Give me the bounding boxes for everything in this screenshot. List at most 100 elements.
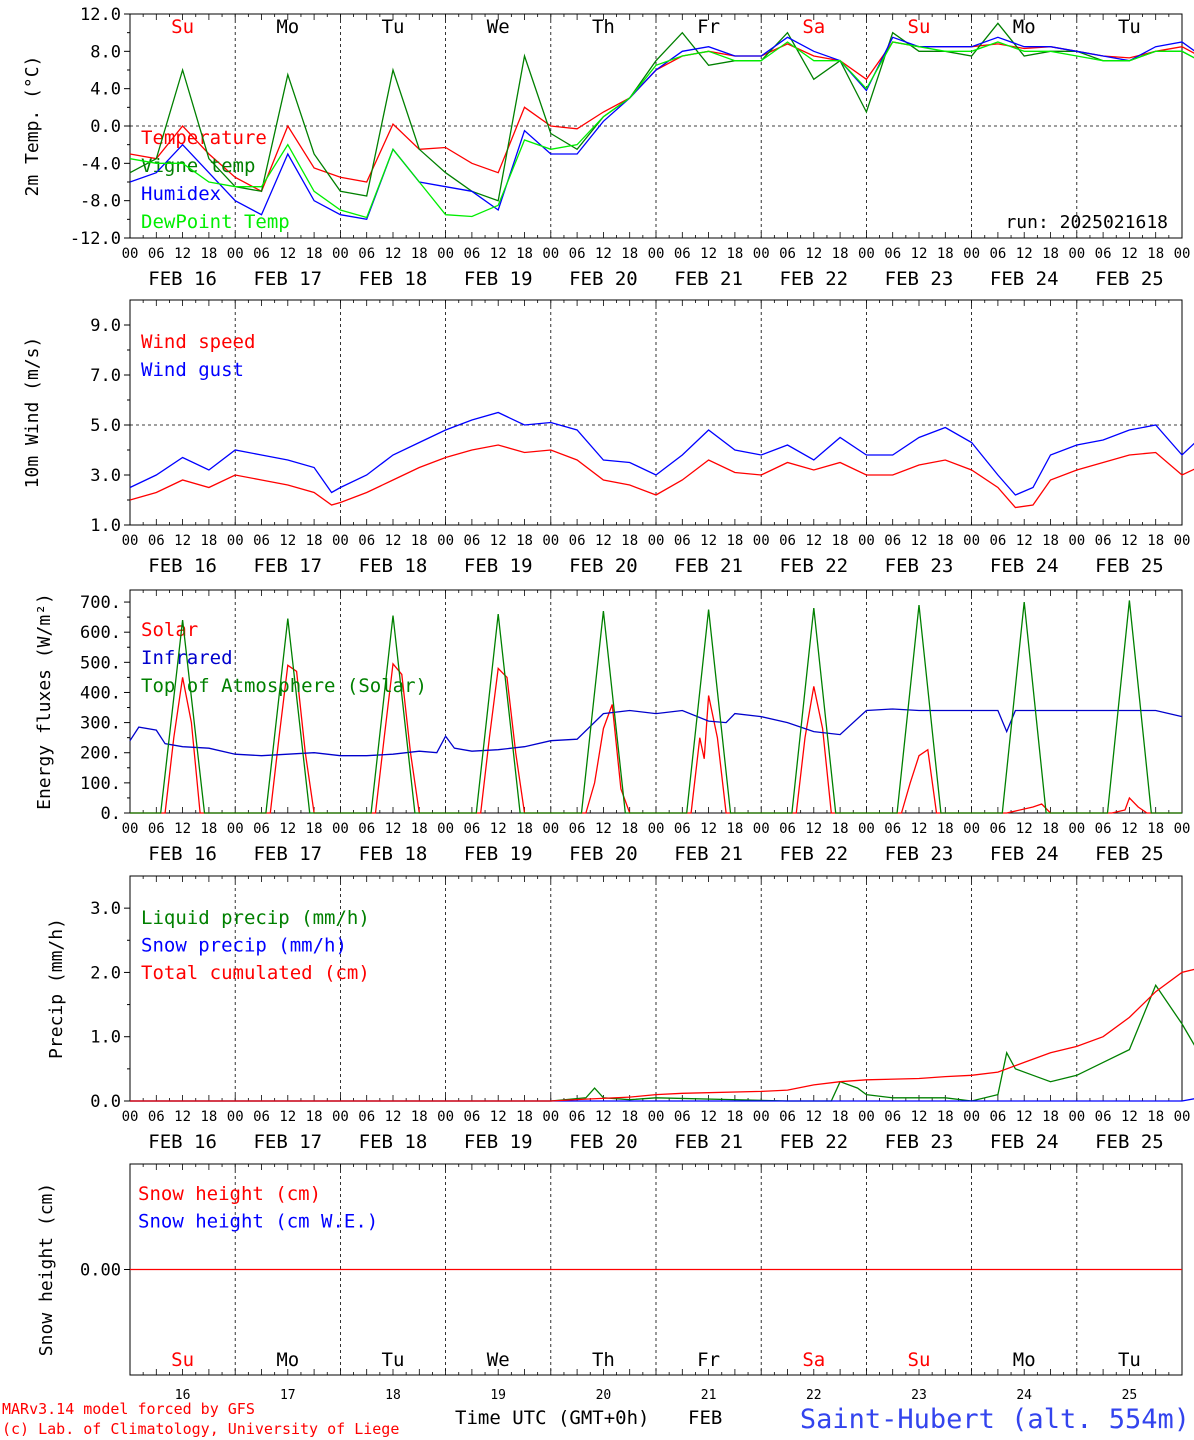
hour-tick-label: 12 bbox=[490, 533, 507, 549]
hour-tick-label: 12 bbox=[490, 1109, 507, 1125]
hour-tick-label: 12 bbox=[1121, 1109, 1138, 1125]
date-label: FEB 17 bbox=[253, 1131, 322, 1153]
date-label: FEB 23 bbox=[885, 268, 954, 290]
hour-tick-label: 18 bbox=[200, 246, 217, 262]
hour-tick-label: 12 bbox=[700, 1109, 717, 1125]
hour-tick-label: 18 bbox=[832, 246, 849, 262]
hour-tick-label: 06 bbox=[1095, 533, 1112, 549]
hour-tick-label: 06 bbox=[989, 821, 1006, 837]
hour-tick-label: 18 bbox=[516, 821, 533, 837]
y-tick-label: 0.0 bbox=[90, 117, 121, 137]
hour-tick-label: 18 bbox=[516, 533, 533, 549]
hour-tick-label: 06 bbox=[463, 533, 480, 549]
y-tick-label: 600. bbox=[80, 623, 121, 643]
date-label: FEB 19 bbox=[464, 1131, 533, 1153]
y-tick-label: 3.0 bbox=[90, 466, 121, 486]
legend-entry: DewPoint Temp bbox=[141, 211, 290, 233]
hour-tick-label: 12 bbox=[490, 246, 507, 262]
hour-tick-label: 18 bbox=[726, 533, 743, 549]
day-name-bottom: Mo bbox=[1013, 1349, 1036, 1371]
hour-tick-label: 18 bbox=[621, 1109, 638, 1125]
y-tick-label: 1.0 bbox=[90, 1028, 121, 1048]
hour-tick-label: 12 bbox=[805, 246, 822, 262]
hour-tick-label: 18 bbox=[621, 533, 638, 549]
hour-tick-label: 12 bbox=[174, 1109, 191, 1125]
date-label: FEB 22 bbox=[779, 555, 848, 577]
hour-tick-label: 18 bbox=[832, 821, 849, 837]
hour-tick-label: 06 bbox=[884, 821, 901, 837]
hour-tick-label: 00 bbox=[858, 1109, 875, 1125]
y-tick-label: 0.0 bbox=[90, 1092, 121, 1112]
y-tick-label: 0. bbox=[101, 804, 121, 824]
x-axis-label: Time UTC (GMT+0h) bbox=[455, 1407, 649, 1429]
y-tick-label: 7.0 bbox=[90, 366, 121, 386]
hour-tick-label: 18 bbox=[1042, 246, 1059, 262]
hour-tick-label: 06 bbox=[358, 1109, 375, 1125]
hour-tick-label: 06 bbox=[1095, 246, 1112, 262]
hour-tick-label: 00 bbox=[542, 246, 559, 262]
series-line bbox=[130, 600, 1182, 814]
hour-tick-label: 00 bbox=[1174, 246, 1191, 262]
hour-tick-label: 18 bbox=[937, 1109, 954, 1125]
panel-2: 9.0 7.0 5.0 3.0 1.0 10m Wind (m/s) Wind speed W… bbox=[22, 299, 1194, 577]
hour-tick-label: 06 bbox=[779, 533, 796, 549]
hour-tick-label: 00 bbox=[753, 821, 770, 837]
hour-tick-label: 06 bbox=[569, 533, 586, 549]
hour-tick-label: 12 bbox=[385, 246, 402, 262]
legend-entry: Total cumulated (cm) bbox=[141, 962, 370, 984]
hour-tick-label: 06 bbox=[148, 246, 165, 262]
date-label: FEB 18 bbox=[359, 843, 428, 865]
hour-tick-label: 12 bbox=[385, 821, 402, 837]
date-label: FEB 21 bbox=[674, 268, 743, 290]
hour-tick-label: 00 bbox=[963, 1109, 980, 1125]
hour-tick-label: 00 bbox=[437, 1109, 454, 1125]
hour-tick-label: 00 bbox=[1174, 1109, 1191, 1125]
hour-tick-label: 00 bbox=[122, 533, 139, 549]
date-label: FEB 16 bbox=[148, 1131, 217, 1153]
date-label: FEB 24 bbox=[990, 268, 1059, 290]
hour-tick-label: 06 bbox=[569, 246, 586, 262]
date-label: FEB 25 bbox=[1095, 843, 1164, 865]
date-label: FEB 16 bbox=[148, 555, 217, 577]
hour-tick-label: 12 bbox=[385, 533, 402, 549]
hour-tick-label: 00 bbox=[1174, 821, 1191, 837]
hour-tick-label: 06 bbox=[148, 1109, 165, 1125]
y-tick-label: -4.0 bbox=[80, 154, 121, 174]
hour-tick-label: 06 bbox=[989, 533, 1006, 549]
hour-tick-label: 12 bbox=[279, 246, 296, 262]
hour-tick-label: 06 bbox=[779, 1109, 796, 1125]
day-name-bottom: Tu bbox=[382, 1349, 405, 1371]
hour-tick-label: 06 bbox=[779, 246, 796, 262]
hour-tick-label: 12 bbox=[595, 821, 612, 837]
hour-tick-label: 12 bbox=[279, 821, 296, 837]
hour-tick-label: 18 bbox=[306, 533, 323, 549]
hour-tick-label: 12 bbox=[1016, 533, 1033, 549]
hour-tick-label: 18 bbox=[411, 821, 428, 837]
day-number: 25 bbox=[1122, 1388, 1138, 1403]
date-label: FEB 19 bbox=[464, 555, 533, 577]
date-label: FEB 24 bbox=[990, 555, 1059, 577]
panel-3: 700. 600. 500. 400. 300. 200. 100. 0. Energy flu… bbox=[34, 589, 1191, 865]
hour-tick-label: 18 bbox=[937, 533, 954, 549]
hour-tick-label: 12 bbox=[700, 533, 717, 549]
hour-tick-label: 00 bbox=[753, 1109, 770, 1125]
hour-tick-label: 00 bbox=[227, 533, 244, 549]
legend-entry: Liquid precip (mm/h) bbox=[141, 907, 370, 929]
hour-tick-label: 18 bbox=[516, 246, 533, 262]
hour-tick-label: 06 bbox=[358, 821, 375, 837]
y-axis-label: Snow height (cm) bbox=[36, 1183, 57, 1356]
hour-tick-label: 00 bbox=[1068, 821, 1085, 837]
y-tick-label: 400. bbox=[80, 683, 121, 703]
y-tick-label: 5.0 bbox=[90, 416, 121, 436]
legend-entry: Snow height (cm W.E.) bbox=[138, 1211, 378, 1233]
date-label: FEB 20 bbox=[569, 268, 638, 290]
hour-tick-label: 00 bbox=[542, 821, 559, 837]
hour-tick-label: 06 bbox=[884, 1109, 901, 1125]
y-tick-label: 3.0 bbox=[90, 899, 121, 919]
day-name-bottom: We bbox=[487, 1349, 510, 1371]
hour-tick-label: 00 bbox=[1174, 533, 1191, 549]
hour-tick-label: 18 bbox=[726, 1109, 743, 1125]
credit-line-1: MARv3.14 model forced by GFS bbox=[2, 1400, 255, 1418]
hour-tick-label: 00 bbox=[122, 821, 139, 837]
